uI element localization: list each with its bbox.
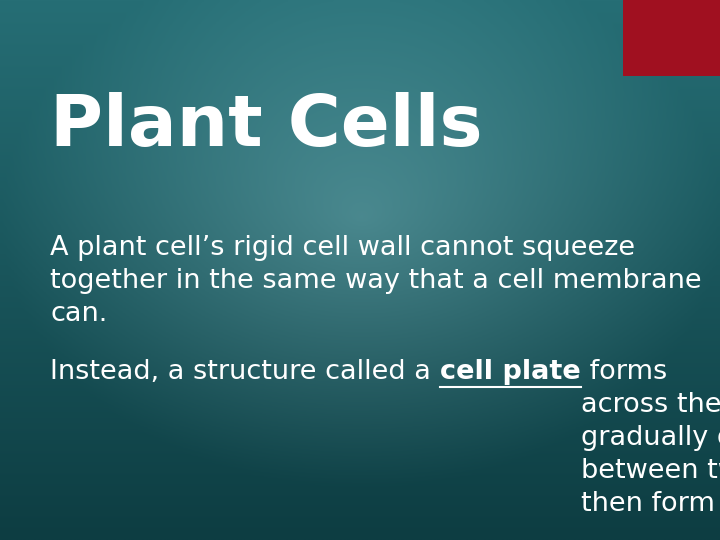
Text: cell plate: cell plate xyxy=(440,359,580,385)
Text: forms
across the middle of the cell.  The cell plate
gradually develops into new: forms across the middle of the cell. The… xyxy=(580,359,720,517)
Text: Plant Cells: Plant Cells xyxy=(50,92,483,161)
Text: Instead, a structure called a: Instead, a structure called a xyxy=(50,359,440,385)
Bar xyxy=(623,0,720,76)
Text: A plant cell’s rigid cell wall cannot squeeze
together in the same way that a ce: A plant cell’s rigid cell wall cannot sq… xyxy=(50,235,702,327)
